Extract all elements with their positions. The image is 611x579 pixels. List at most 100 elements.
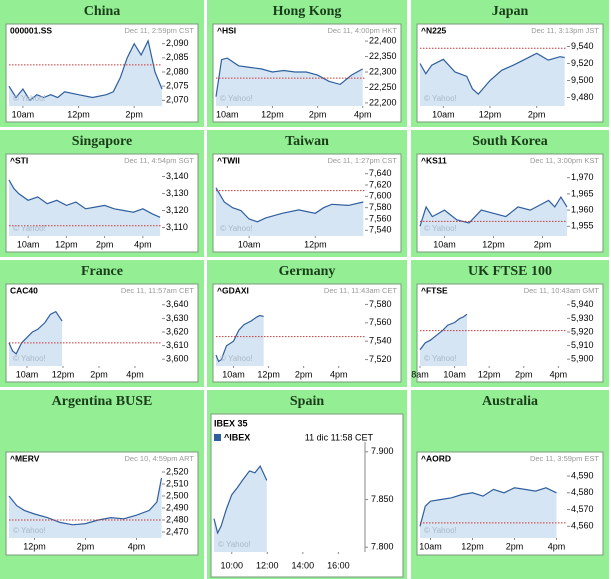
area <box>420 487 557 538</box>
y-tick-label: 2,070 <box>166 95 189 105</box>
y-tick-label: 3,130 <box>166 188 189 198</box>
y-tick-label: 3,600 <box>166 354 189 364</box>
price-line <box>8 310 63 355</box>
symbol: ^AORD <box>421 453 451 463</box>
y-tick-label: 7,640 <box>369 168 392 178</box>
y-tick-label: 9,480 <box>571 92 594 102</box>
price-line <box>215 314 264 363</box>
area <box>216 315 264 366</box>
y-tick-label: 2,085 <box>166 52 189 62</box>
y-tick-label: 7,540 <box>369 336 392 346</box>
price-line <box>215 187 364 223</box>
timestamp: 11 dic 11:58 CET <box>305 432 374 442</box>
y-tick-label: 22,200 <box>369 97 397 107</box>
watermark: © Yahoo! <box>13 224 46 233</box>
symbol-swatch <box>214 434 221 441</box>
x-tick-label: 2pm <box>515 369 533 379</box>
timestamp: Dec 11, 1:27pm CST <box>328 156 398 165</box>
area <box>9 478 162 538</box>
x-tick-label: 10:00 <box>220 560 243 570</box>
cell-title: Japan <box>492 4 529 19</box>
x-tick-label: 12pm <box>52 369 75 379</box>
watermark: © Yahoo! <box>13 526 46 535</box>
x-tick-label: 10am <box>433 239 456 249</box>
y-tick-label: 7,540 <box>369 225 392 235</box>
x-tick-label: 4pm <box>548 541 566 551</box>
y-tick-label: 7.900 <box>371 446 394 456</box>
cell-title: France <box>81 264 123 279</box>
timestamp: Dec 10, 4:59pm ART <box>125 454 195 463</box>
area <box>420 53 565 106</box>
y-tick-label: 2,470 <box>166 526 189 536</box>
y-tick-label: 7,560 <box>369 317 392 327</box>
y-tick-label: 2,480 <box>166 514 189 524</box>
y-tick-label: 3,620 <box>166 326 189 336</box>
area <box>420 197 567 236</box>
watermark: © Yahoo! <box>13 94 46 103</box>
x-tick-label: 10am <box>238 239 261 249</box>
y-tick-label: 22,400 <box>369 35 397 45</box>
x-tick-label: 2pm <box>77 541 95 551</box>
y-tick-label: 3,140 <box>166 171 189 181</box>
y-tick-label: 2,075 <box>166 81 189 91</box>
price-line <box>8 39 163 102</box>
cell-title: Germany <box>279 264 336 279</box>
symbol: ^GDAXI <box>217 285 249 295</box>
x-tick-label: 2pm <box>125 109 143 119</box>
x-tick-label: 12pm <box>478 369 501 379</box>
watermark: © Yahoo! <box>424 94 457 103</box>
x-tick-label: 12pm <box>304 239 327 249</box>
y-tick-label: 7,580 <box>369 299 392 309</box>
y-tick-label: 22,250 <box>369 82 397 92</box>
symbol: ^N225 <box>421 25 447 35</box>
x-tick-label: 12pm <box>23 541 46 551</box>
x-tick-label: 2pm <box>506 541 524 551</box>
y-tick-label: 4,580 <box>571 487 594 497</box>
y-tick-label: 7,560 <box>369 213 392 223</box>
price-line <box>8 179 161 218</box>
watermark: © Yahoo! <box>220 224 253 233</box>
area <box>9 311 63 366</box>
y-tick-label: 9,540 <box>571 41 594 51</box>
price-line <box>8 477 163 526</box>
x-tick-label: 10am <box>443 369 466 379</box>
y-tick-label: 2,520 <box>166 466 189 476</box>
symbol: ^HSI <box>217 25 236 35</box>
x-tick-label: 14:00 <box>292 560 315 570</box>
watermark: © Yahoo! <box>220 94 253 103</box>
y-tick-label: 2,510 <box>166 478 189 488</box>
x-tick-label: 2pm <box>90 369 108 379</box>
symbol: ^KS11 <box>421 155 447 165</box>
y-tick-label: 5,900 <box>571 354 594 364</box>
y-tick-label: 3,120 <box>166 205 189 215</box>
price-line <box>419 487 557 527</box>
y-tick-label: 7.850 <box>371 494 394 504</box>
watermark: © Yahoo! <box>424 224 457 233</box>
symbol: ^MERV <box>10 453 40 463</box>
y-tick-label: 7,600 <box>369 191 392 201</box>
x-tick-label: 4pm <box>128 541 146 551</box>
x-tick-label: 10am <box>17 239 40 249</box>
x-tick-label: 16:00 <box>327 560 350 570</box>
x-tick-label: 2pm <box>309 109 327 119</box>
symbol: ^STI <box>10 155 28 165</box>
price-line <box>419 52 565 95</box>
timestamp: Dec 11, 4:00pm HKT <box>328 26 398 35</box>
timestamp: Dec 11, 3:00pm KST <box>530 156 599 165</box>
y-tick-label: 1,960 <box>571 204 594 214</box>
y-tick-label: 9,520 <box>571 58 594 68</box>
timestamp: Dec 11, 3:13pm JST <box>531 26 599 35</box>
x-tick-label: 10am <box>16 369 39 379</box>
cell-title: UK FTSE 100 <box>468 264 552 279</box>
watermark: © Yahoo! <box>424 526 457 535</box>
cell-title: China <box>84 4 121 19</box>
y-tick-label: 2,490 <box>166 502 189 512</box>
y-tick-label: 2,080 <box>166 66 189 76</box>
y-tick-label: 5,930 <box>571 313 594 323</box>
symbol: 000001.SS <box>10 25 52 35</box>
y-tick-label: 3,110 <box>166 222 188 232</box>
y-tick-label: 3,610 <box>166 340 189 350</box>
cell-title: South Korea <box>472 134 548 149</box>
cell-title: Spain <box>290 394 324 409</box>
